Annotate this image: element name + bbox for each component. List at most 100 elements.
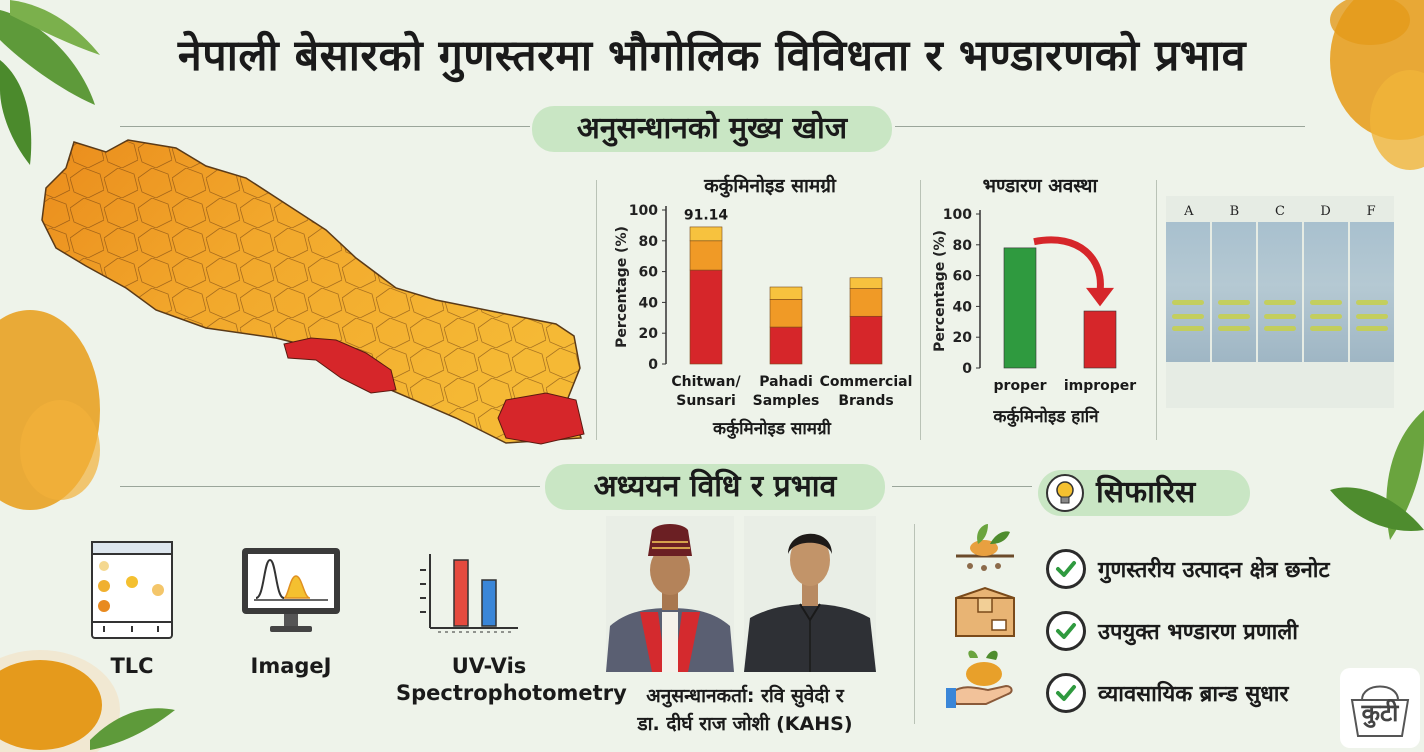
tlc-spot <box>1218 326 1250 331</box>
findings-heading: अनुसन्धानको मुख्य खोज <box>532 106 892 152</box>
divider-4 <box>914 524 915 724</box>
box-icon <box>955 586 1015 637</box>
chart2-title: भण्डारण अवस्था <box>982 175 1098 197</box>
tlc-lane <box>1166 222 1210 362</box>
bar-segment <box>689 269 723 365</box>
findings-rule-left <box>120 126 530 127</box>
y-tick-label: 80 <box>639 234 659 250</box>
bar-segment <box>849 315 883 365</box>
basket-logo-icon <box>1350 685 1410 737</box>
turmeric-powder-left-icon <box>0 310 100 510</box>
x-tick-label: Pahadi Samples <box>753 374 820 409</box>
tlc-lane-label: C <box>1275 204 1285 219</box>
divider-2 <box>920 180 921 440</box>
methods-heading: अध्ययन विधि र प्रभाव <box>545 464 885 510</box>
tlc-lane-label: D <box>1320 204 1331 219</box>
tlc-spot <box>1172 300 1204 305</box>
bar <box>1083 310 1117 369</box>
tlc-spot <box>1310 314 1342 319</box>
chitwan-region <box>283 337 397 394</box>
recommendation-label: व्यावसायिक ब्रान्ड सुधार <box>1098 682 1289 707</box>
y-tick-label: 0 <box>648 357 658 373</box>
methods-rule-left <box>120 486 540 487</box>
tlc-lane <box>1258 222 1302 362</box>
recommendation-label: उपयुक्त भण्डारण प्रणाली <box>1098 620 1298 645</box>
logo-text: कुटी <box>1361 699 1399 727</box>
x-tick-label: improper <box>1064 378 1136 394</box>
turmeric-bowl-icon <box>0 650 175 752</box>
divider-3 <box>1156 180 1157 440</box>
tlc-lane <box>1212 222 1256 362</box>
divider-1 <box>596 180 597 440</box>
bar-segment <box>689 240 723 271</box>
x-tick-label: Commercial Brands <box>820 374 913 409</box>
tlc-spot <box>1264 300 1296 305</box>
bar-segment <box>769 326 803 365</box>
y-axis-label: Percentage (%) <box>614 226 630 348</box>
x-axis-label: कर्कुमिनोइड हानि <box>992 406 1099 427</box>
chart-storage-condition: 0 20 40 60 80 100 Percentage (%) proper improper… <box>932 207 1136 427</box>
tlc-spot <box>1356 300 1388 305</box>
tlc-spot <box>1218 300 1250 305</box>
trend-arrow-icon <box>1033 236 1104 292</box>
x-axis-label: कर्कुमिनोइड सामग्री <box>712 418 832 439</box>
tlc-lane <box>1304 222 1348 362</box>
y-tick-label: 100 <box>629 203 658 219</box>
tlc-lane <box>1350 222 1394 362</box>
y-tick-label: 100 <box>943 207 972 223</box>
recommendation-item: व्यावसायिक ब्रान्ड सुधार <box>1046 662 1406 724</box>
researchers-line2: डा. दीर्घ राज जोशी (KAHS) <box>637 713 853 735</box>
findings-rule-right <box>895 126 1305 127</box>
checkmark-icon <box>1046 549 1086 589</box>
tlc-spot <box>1356 326 1388 331</box>
recommendation-label: गुणस्तरीय उत्पादन क्षेत्र छनोट <box>1098 558 1330 583</box>
recommendations-heading: सिफारिस <box>1038 470 1250 516</box>
researcher-2-photo <box>744 516 876 672</box>
bar-segment <box>849 288 883 317</box>
y-tick-label: 60 <box>953 269 973 285</box>
turmeric-powder-top-right-icon <box>1330 0 1424 170</box>
x-tick-label: proper <box>994 378 1047 394</box>
x-tick-label: Chitwan/Sunsari <box>671 374 741 409</box>
y-axis-label: Percentage (%) <box>932 230 948 352</box>
recommendations-title: सिफारिस <box>1096 475 1196 510</box>
plant-icon <box>956 524 1014 571</box>
recommendation-item: उपयुक्त भण्डारण प्रणाली <box>1046 600 1406 662</box>
recommendation-item: गुणस्तरीय उत्पादन क्षेत्र छनोट <box>1046 538 1406 600</box>
y-tick-label: 20 <box>639 326 659 342</box>
method-label-uvvis: UV-Vis Spectrophotometry <box>396 654 627 705</box>
arrow-head-icon <box>1086 287 1114 307</box>
tlc-spot <box>1310 300 1342 305</box>
bar-segment <box>849 277 883 289</box>
tlc-spot <box>1172 326 1204 331</box>
leaves-top-left-icon <box>0 0 100 165</box>
hand-plant-icon <box>946 650 1013 708</box>
tlc-spot <box>1310 326 1342 331</box>
tlc-lane-label: A <box>1184 204 1194 219</box>
method-label-imagej: ImageJ <box>250 654 332 678</box>
y-tick-label: 40 <box>639 295 659 311</box>
sunsari-region <box>497 392 585 445</box>
lightbulb-icon <box>1046 474 1084 512</box>
y-tick-label: 0 <box>962 361 972 377</box>
monitor-icon <box>242 548 340 632</box>
bar <box>1003 247 1037 369</box>
bar-segment <box>689 226 723 242</box>
methods-rule-right <box>892 486 1032 487</box>
tlc-spot <box>1356 314 1388 319</box>
chart1-title: कर्कुमिनोइड सामग्री <box>704 175 836 197</box>
bar-segment <box>769 299 803 328</box>
chart-curcuminoid-content: 0 20 40 60 80 100 Percentage (%) Chitwan/Sunsar… <box>614 203 913 439</box>
tlc-lane-label: F <box>1366 204 1376 219</box>
y-tick-label: 60 <box>639 265 659 281</box>
tlc-spot <box>1264 314 1296 319</box>
bar-segment <box>769 286 803 300</box>
brand-logo: कुटी <box>1340 668 1420 748</box>
tlc-plate-icon <box>91 541 173 639</box>
checkmark-icon <box>1046 673 1086 713</box>
nepal-map <box>41 139 585 445</box>
page-title: नेपाली बेसारको गुणस्तरमा भौगोलिक विविधता… <box>177 31 1247 81</box>
researcher-1-photo <box>606 516 734 672</box>
tlc-spot <box>1172 314 1204 319</box>
